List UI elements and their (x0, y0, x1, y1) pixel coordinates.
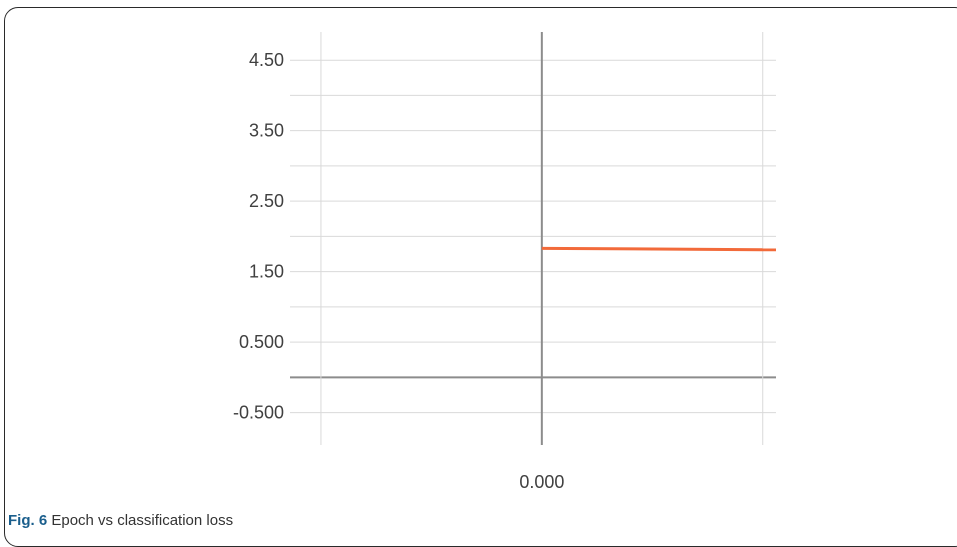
y-tick-label: 4.50 (249, 50, 284, 70)
y-tick-label: 2.50 (249, 191, 284, 211)
line-chart: 4.50 3.50 2.50 1.50 0.500 -0.500 0.000 (233, 32, 777, 492)
y-tick-label: 1.50 (249, 262, 284, 282)
series-line-0 (541, 246, 777, 252)
grid (290, 32, 776, 445)
series-layer (541, 246, 777, 252)
x-tick-label: 0.000 (519, 472, 564, 492)
tick-labels: 4.50 3.50 2.50 1.50 0.500 -0.500 0.000 (233, 50, 564, 492)
y-tick-label: -0.500 (233, 403, 284, 423)
y-tick-label: 0.500 (239, 332, 284, 352)
caption-label: Fig. 6 (8, 512, 48, 529)
figure-caption: Fig. 6 Epoch vs classification loss (8, 512, 233, 529)
caption-text: Epoch vs classification loss (51, 512, 234, 529)
y-tick-label: 3.50 (249, 121, 284, 141)
